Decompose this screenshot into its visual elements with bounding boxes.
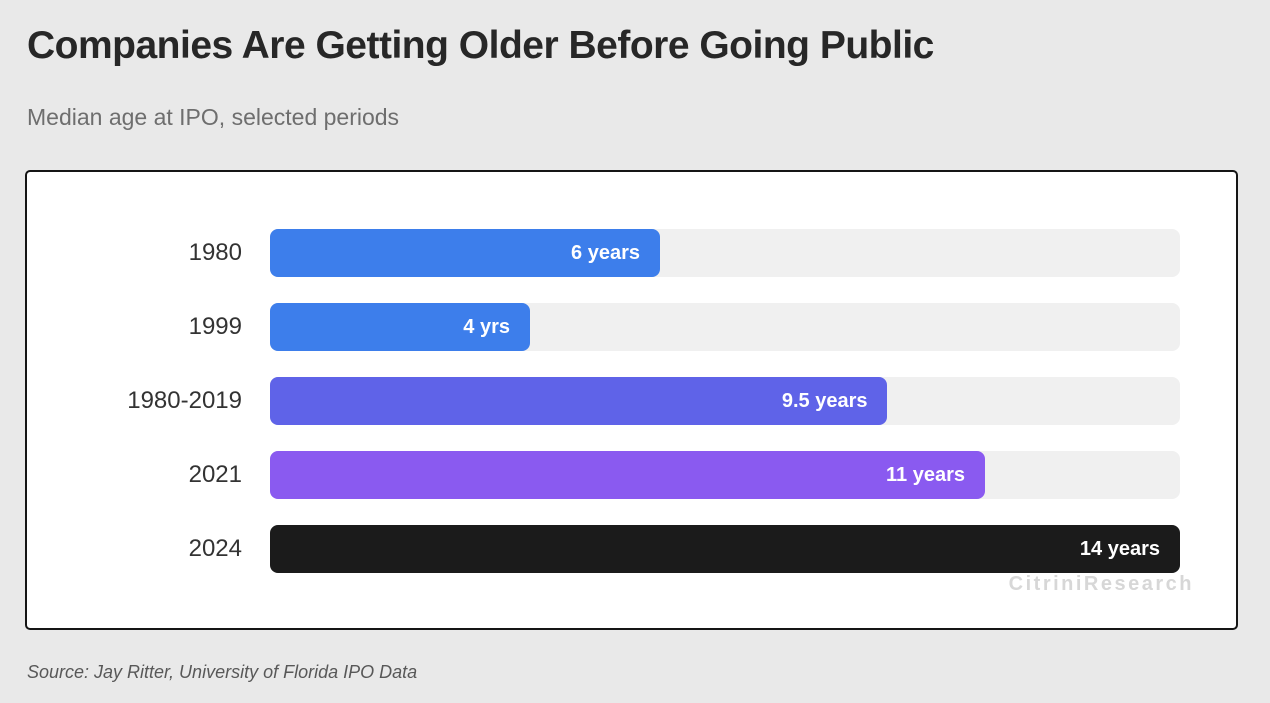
chart-row: 1999 4 yrs bbox=[27, 303, 1236, 351]
chart-row: 2024 14 years bbox=[27, 525, 1236, 573]
bar-track: 6 years bbox=[270, 229, 1180, 277]
category-label: 2024 bbox=[188, 535, 242, 562]
chart-row: 2021 11 years bbox=[27, 451, 1236, 499]
category-label: 1999 bbox=[188, 313, 242, 340]
chart-row: 1980 6 years bbox=[27, 229, 1236, 277]
bar: 14 years bbox=[270, 525, 1180, 573]
chart-card: 1980 6 years 1999 4 yrs 1980-2019 9.5 years 20… bbox=[25, 170, 1238, 630]
bar-value-label: 9.5 years bbox=[781, 389, 868, 412]
category-label: 1980 bbox=[188, 239, 242, 266]
page-subtitle: Median age at IPO, selected periods bbox=[27, 104, 400, 130]
bar-track: 4 yrs bbox=[270, 303, 1180, 351]
bar: 6 years bbox=[270, 229, 660, 277]
category-label: 2021 bbox=[188, 461, 242, 488]
bar: 11 years bbox=[270, 451, 985, 499]
bar-track: 14 years bbox=[270, 525, 1180, 573]
bar: 4 yrs bbox=[270, 303, 530, 351]
bar-value-label: 14 years bbox=[1079, 537, 1160, 560]
category-label: 1980-2019 bbox=[127, 387, 242, 414]
bar: 9.5 years bbox=[270, 377, 888, 425]
watermark: CitriniResearch bbox=[1008, 573, 1194, 595]
bar-track: 9.5 years bbox=[270, 377, 1180, 425]
bar-value-label: 6 years bbox=[571, 241, 640, 264]
chart-row: 1980-2019 9.5 years bbox=[27, 377, 1236, 425]
bar-track: 11 years bbox=[270, 451, 1180, 499]
source-note: Source: Jay Ritter, University of Florid… bbox=[27, 662, 418, 682]
bar-value-label: 11 years bbox=[886, 463, 965, 486]
chart-rows: 1980 6 years 1999 4 yrs 1980-2019 9.5 years 20… bbox=[27, 229, 1236, 599]
bar-value-label: 4 yrs bbox=[463, 315, 510, 338]
page-title: Companies Are Getting Older Before Going… bbox=[27, 24, 934, 67]
